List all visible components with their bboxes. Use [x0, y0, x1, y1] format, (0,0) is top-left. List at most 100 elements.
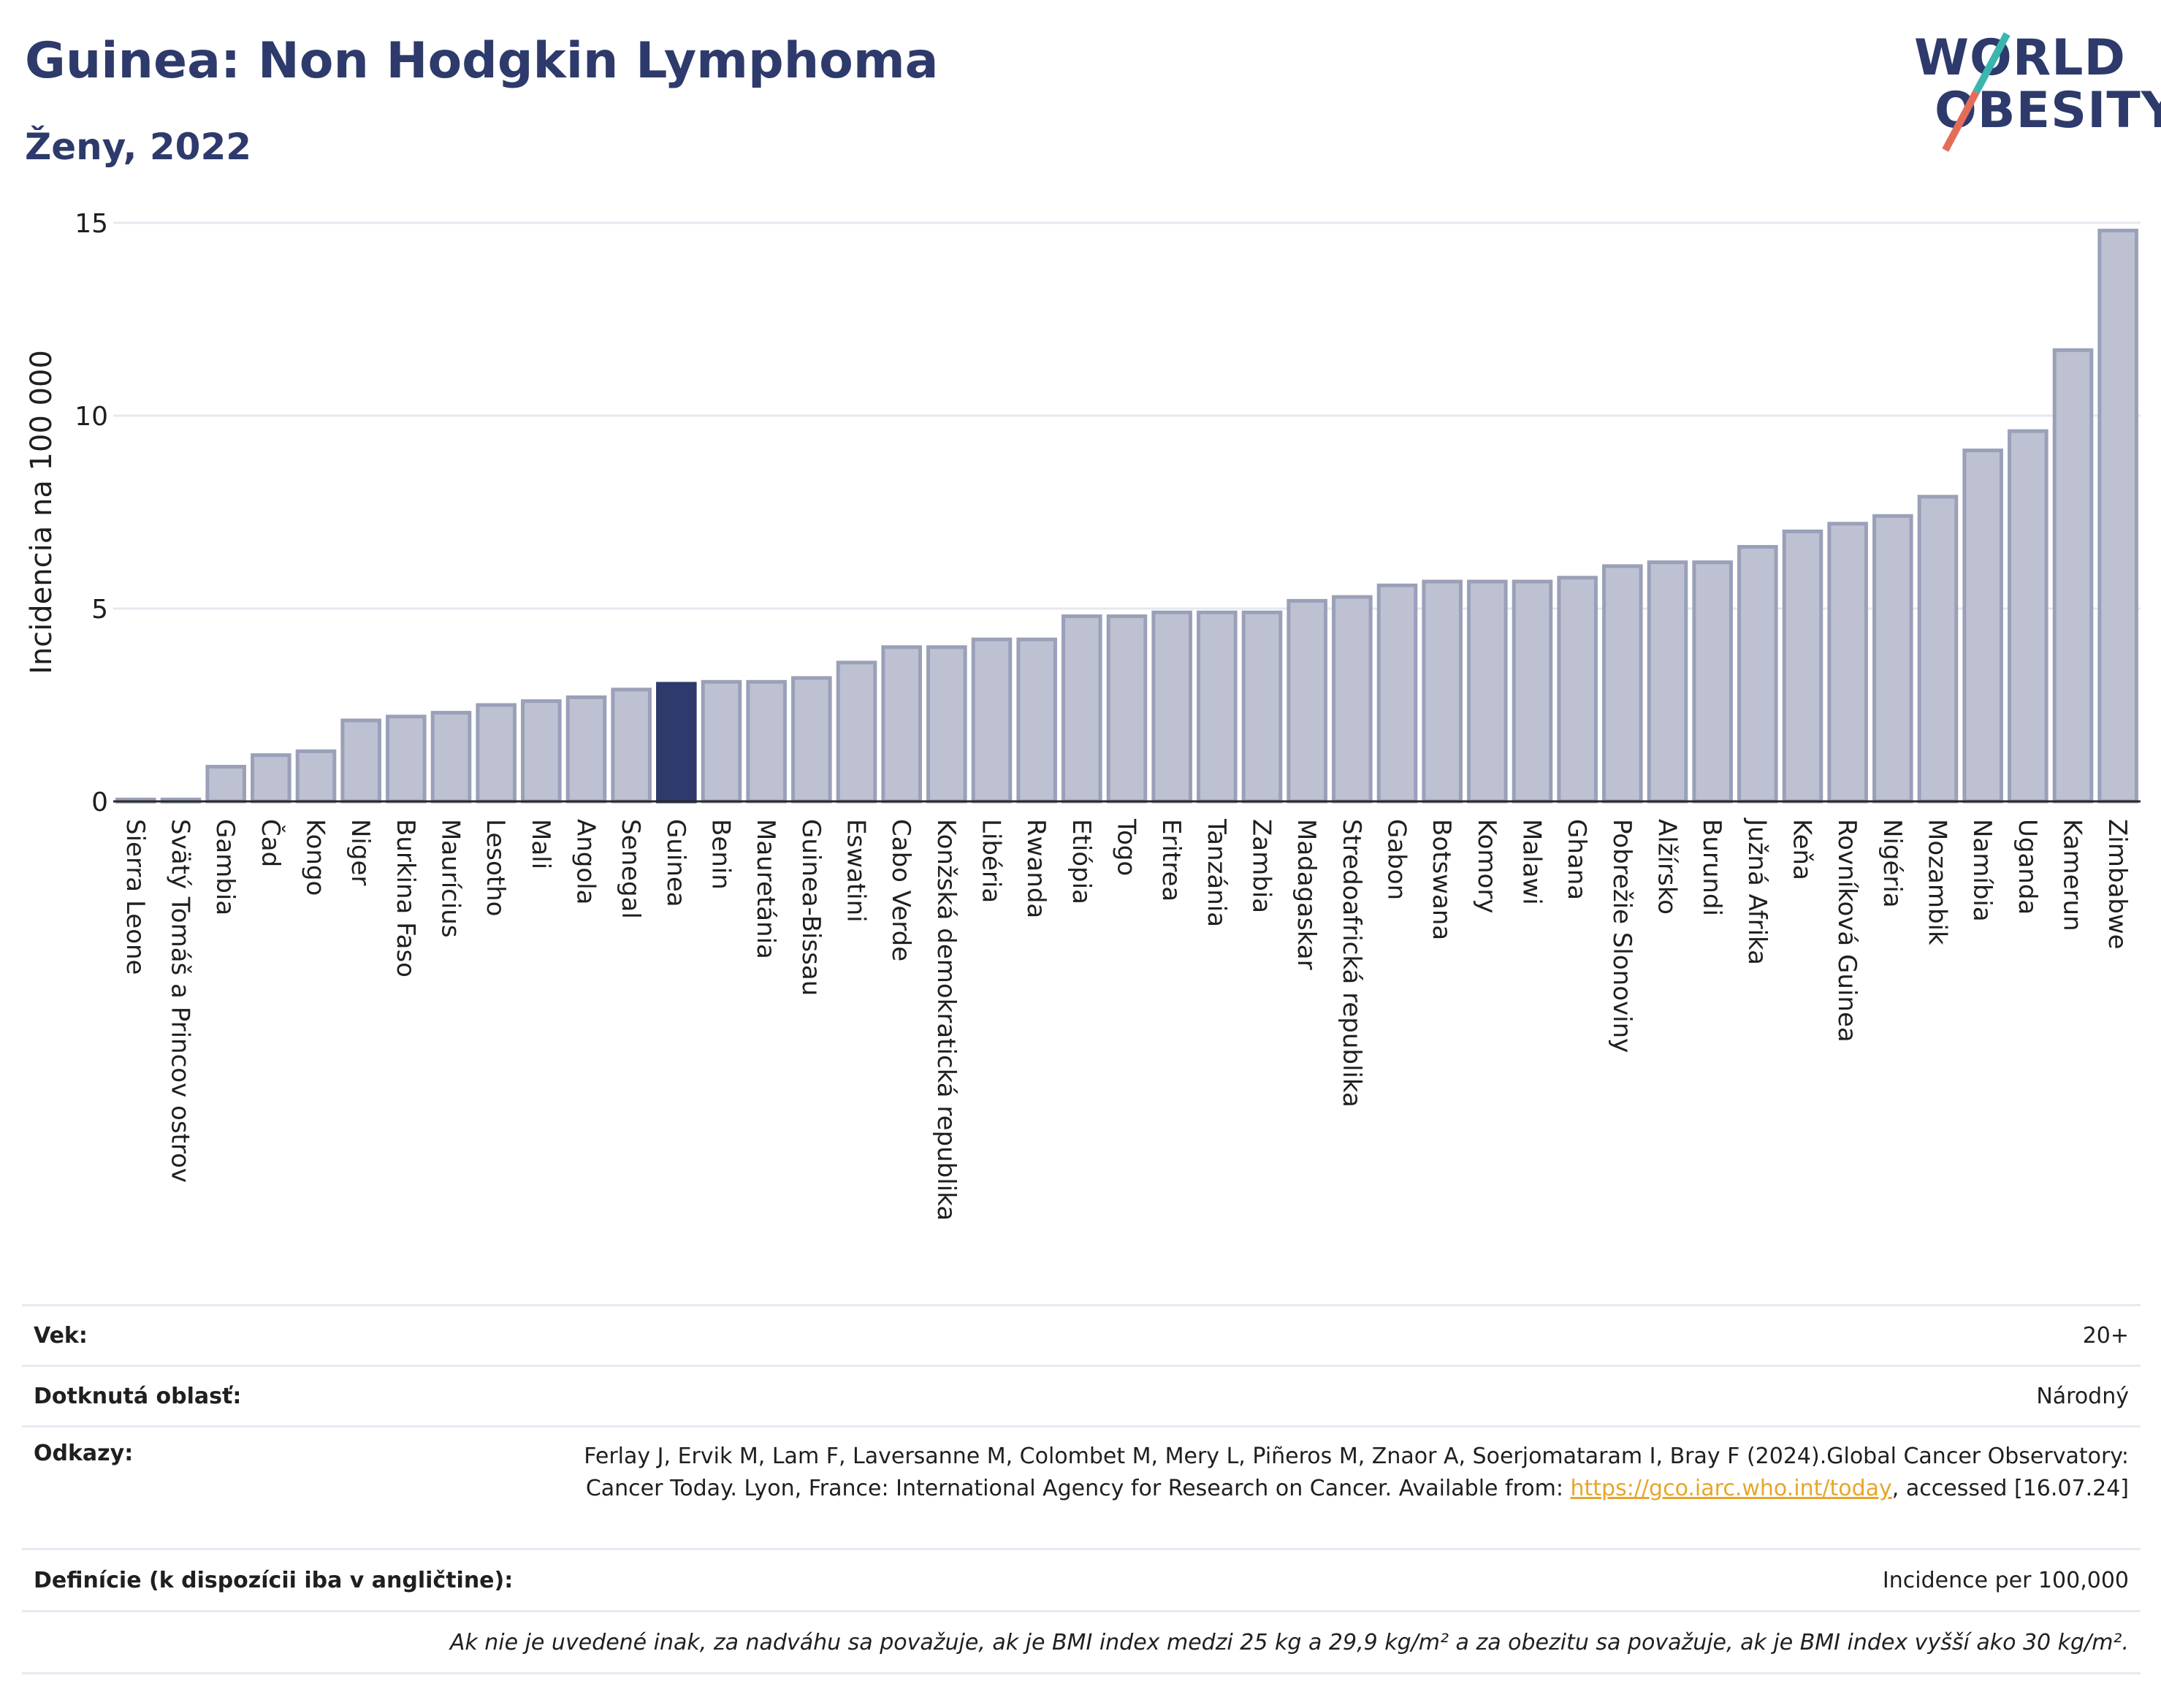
bar[interactable]	[1872, 514, 1913, 804]
x-tick-label: Stredoafrická republika	[1337, 819, 1366, 1107]
x-tick-label: Eswatini	[842, 819, 871, 923]
x-tick-label: Zimbabwe	[2103, 819, 2132, 950]
bar[interactable]	[1737, 545, 1778, 804]
x-tick-label: Tanzánia	[1202, 818, 1231, 927]
x-tick-label: Benin	[706, 819, 736, 890]
bar[interactable]	[340, 718, 381, 804]
x-tick-label: Maurícius	[436, 819, 465, 938]
x-tick-label: Komory	[1472, 819, 1501, 913]
bar[interactable]	[521, 699, 562, 804]
x-tick-label: Botswana	[1427, 819, 1456, 940]
bar[interactable]	[1782, 529, 1823, 804]
x-tick-label: Cabo Verde	[886, 819, 915, 961]
bar[interactable]	[791, 676, 832, 804]
x-tick-label: Nigéria	[1878, 819, 1907, 908]
references-label: Odkazy:	[34, 1441, 134, 1466]
y-tick-label: 5	[91, 595, 108, 625]
x-tick-label: Libéria	[977, 819, 1006, 903]
bar[interactable]	[2097, 229, 2138, 804]
bar[interactable]	[836, 660, 877, 804]
bar[interactable]	[746, 679, 787, 804]
bar[interactable]	[1827, 522, 1868, 804]
x-tick-label: Keňa	[1788, 819, 1817, 880]
definitions-label: Definície (k dispozícii iba v angličtine…	[34, 1567, 514, 1593]
bar[interactable]	[386, 714, 427, 804]
info-row-area: Dotknutá oblasť: Národný	[22, 1365, 2141, 1425]
x-tick-label: Guinea	[661, 819, 690, 907]
x-tick-label: Pobrežie Slonoviny	[1607, 819, 1636, 1053]
bar[interactable]	[1467, 579, 1508, 804]
bar[interactable]	[1151, 610, 1192, 804]
info-row-definitions: Definície (k dispozícii iba v angličtine…	[22, 1548, 2141, 1610]
bar[interactable]	[1962, 449, 2003, 804]
x-tick-label: Guinea-Bissau	[796, 819, 826, 996]
bar[interactable]	[1197, 610, 1238, 804]
bar[interactable]	[1692, 560, 1733, 804]
x-tick-label: Burundi	[1697, 819, 1726, 916]
x-tick-label: Malawi	[1517, 819, 1547, 905]
bar[interactable]	[701, 679, 742, 804]
y-tick-label: 0	[91, 788, 108, 817]
y-tick-label: 15	[75, 209, 108, 239]
x-tick-label: Gabon	[1382, 819, 1411, 900]
bar-chart: 0 5 10 15 Incidencia na 100 000 Sierra Leone S…	[25, 209, 2141, 1221]
info-table: Vek: 20+ Dotknutá oblasť: Národný Odkazy…	[22, 1304, 2141, 1674]
bar[interactable]	[1422, 579, 1463, 804]
y-tick-label: 10	[75, 402, 108, 432]
bar[interactable]	[881, 645, 922, 804]
bar[interactable]	[656, 682, 697, 804]
x-tick-label: Rovníková Guinea	[1832, 819, 1861, 1042]
bar[interactable]	[295, 749, 337, 804]
bar[interactable]	[1241, 610, 1283, 804]
bar[interactable]	[476, 703, 517, 804]
bar[interactable]	[1332, 595, 1373, 804]
bar[interactable]	[251, 753, 291, 804]
x-tick-label: Mali	[526, 819, 555, 869]
x-tick-label: Mauretánia	[751, 819, 780, 959]
y-axis-title: Incidencia na 100 000	[25, 350, 58, 674]
bar[interactable]	[1287, 598, 1327, 804]
bar[interactable]	[1602, 564, 1643, 804]
world-obesity-logo: WORLD OBESITY	[1907, 26, 2161, 158]
x-tick-label: Etiópia	[1067, 819, 1096, 904]
bar[interactable]	[1557, 576, 1598, 804]
area-value: Národný	[2036, 1383, 2129, 1409]
x-tick-label: Južná Afrika	[1742, 817, 1772, 965]
bar[interactable]	[971, 637, 1013, 804]
references-value: Ferlay J, Ervik M, Lam F, Laversanne M, …	[522, 1441, 2141, 1505]
bar[interactable]	[611, 687, 652, 804]
bar[interactable]	[1106, 614, 1148, 804]
bar[interactable]	[565, 695, 607, 804]
x-tick-label: Alžírsko	[1653, 819, 1682, 915]
x-tick-label: Zambia	[1247, 819, 1276, 913]
bar[interactable]	[205, 764, 246, 804]
bar[interactable]	[1917, 495, 1959, 804]
bar[interactable]	[1512, 579, 1553, 804]
bar[interactable]	[2052, 348, 2094, 804]
x-tick-label: Gambia	[210, 819, 240, 915]
page-title: Guinea: Non Hodgkin Lymphoma	[25, 32, 939, 90]
page-subtitle: Ženy, 2022	[25, 126, 252, 168]
x-tick-label: Kongo	[301, 819, 330, 896]
x-tick-label: Čad	[256, 819, 286, 867]
age-value: 20+	[2082, 1322, 2129, 1349]
x-tick-label: Namíbia	[1967, 819, 1997, 922]
bar[interactable]	[926, 645, 967, 804]
bar[interactable]	[1062, 614, 1102, 804]
x-tick-label: Sierra Leone	[121, 819, 150, 975]
bar[interactable]	[1376, 583, 1418, 804]
definitions-value: Incidence per 100,000	[1882, 1567, 2129, 1593]
x-tick-label: Rwanda	[1021, 819, 1051, 918]
references-link[interactable]: https://gco.iarc.who.int/today	[1570, 1476, 1892, 1501]
logo-line-1: WORLD	[1914, 29, 2126, 87]
x-tick-label: Mozambik	[1923, 819, 1952, 945]
bar[interactable]	[2008, 429, 2048, 804]
bar[interactable]	[430, 711, 472, 804]
bar[interactable]	[1016, 637, 1057, 804]
bar[interactable]	[1647, 560, 1688, 804]
x-tick-label: Kamerun	[2058, 819, 2087, 931]
x-tick-label: Togo	[1112, 818, 1141, 876]
x-tick-label: Konžská demokratická republika	[931, 819, 961, 1221]
x-tick-label: Angola	[571, 819, 601, 904]
x-tick-label: Svätý Tomáš a Princov ostrov	[166, 819, 195, 1183]
